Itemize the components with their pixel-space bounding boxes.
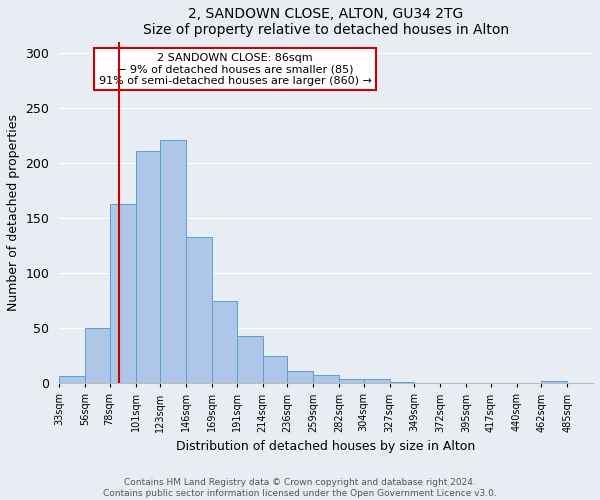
X-axis label: Distribution of detached houses by size in Alton: Distribution of detached houses by size …	[176, 440, 476, 453]
Text: Contains HM Land Registry data © Crown copyright and database right 2024.
Contai: Contains HM Land Registry data © Crown c…	[103, 478, 497, 498]
Bar	[85, 328, 110, 384]
Text: 2 SANDOWN CLOSE: 86sqm
← 9% of detached houses are smaller (85)
91% of semi-deta: 2 SANDOWN CLOSE: 86sqm ← 9% of detached …	[99, 52, 372, 86]
Bar	[136, 152, 160, 384]
Bar	[364, 379, 389, 384]
Bar	[313, 374, 339, 384]
Bar	[263, 356, 287, 384]
Bar	[287, 371, 313, 384]
Bar	[186, 237, 212, 384]
Bar	[59, 376, 85, 384]
Bar	[237, 336, 263, 384]
Bar	[389, 382, 415, 384]
Bar	[339, 379, 364, 384]
Bar	[160, 140, 186, 384]
Bar	[110, 204, 136, 384]
Y-axis label: Number of detached properties: Number of detached properties	[7, 114, 20, 312]
Bar	[212, 301, 237, 384]
Bar	[541, 381, 567, 384]
Title: 2, SANDOWN CLOSE, ALTON, GU34 2TG
Size of property relative to detached houses i: 2, SANDOWN CLOSE, ALTON, GU34 2TG Size o…	[143, 7, 509, 37]
